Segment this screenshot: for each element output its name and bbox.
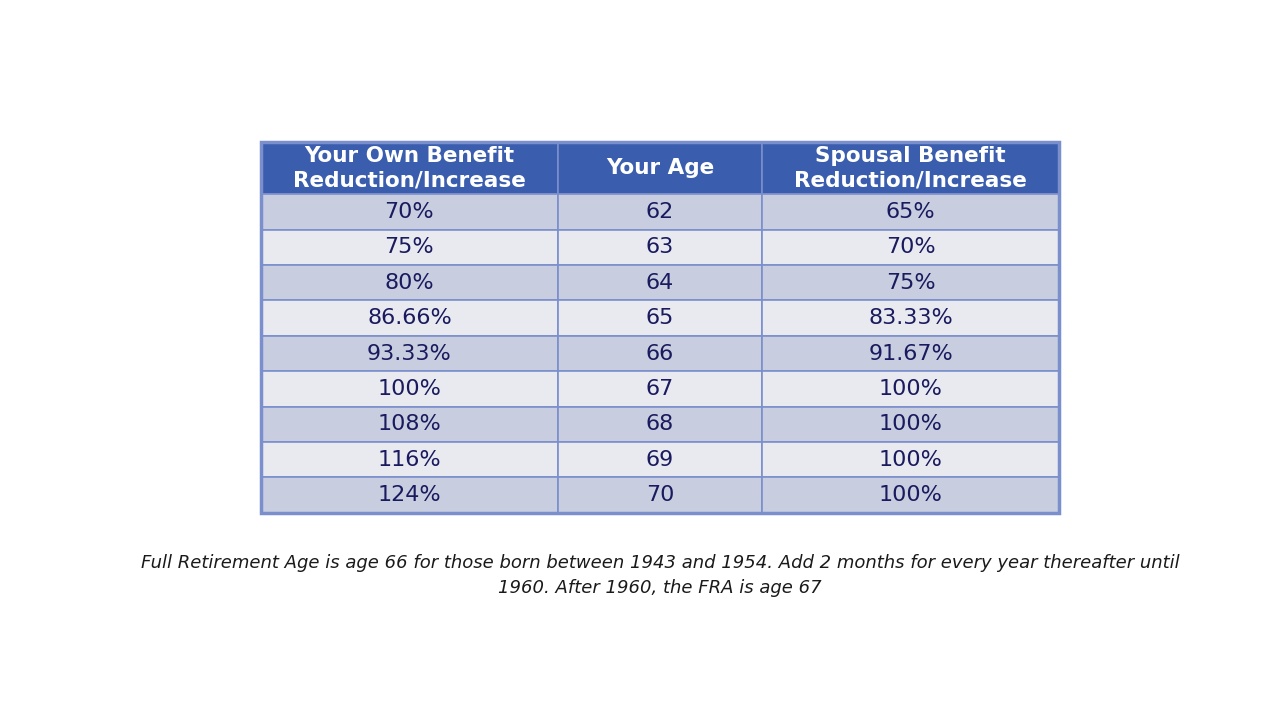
Text: Spousal Benefit
Reduction/Increase: Spousal Benefit Reduction/Increase <box>795 146 1028 190</box>
Text: 70: 70 <box>645 485 675 506</box>
Text: 68: 68 <box>647 414 674 434</box>
FancyBboxPatch shape <box>260 300 558 336</box>
Text: Your Age: Your Age <box>605 158 715 178</box>
FancyBboxPatch shape <box>762 371 1059 406</box>
FancyBboxPatch shape <box>260 142 558 194</box>
Text: 86.66%: 86.66% <box>367 308 452 328</box>
FancyBboxPatch shape <box>260 229 558 265</box>
Text: 116%: 116% <box>377 450 442 470</box>
FancyBboxPatch shape <box>558 229 762 265</box>
FancyBboxPatch shape <box>260 336 558 371</box>
FancyBboxPatch shape <box>558 442 762 477</box>
FancyBboxPatch shape <box>762 142 1059 194</box>
Text: 100%: 100% <box>878 450 943 470</box>
FancyBboxPatch shape <box>762 300 1059 336</box>
Text: 108%: 108% <box>377 414 442 434</box>
FancyBboxPatch shape <box>762 265 1059 300</box>
FancyBboxPatch shape <box>558 265 762 300</box>
FancyBboxPatch shape <box>762 442 1059 477</box>
Text: Full Retirement Age is age 66 for those born between 1943 and 1954. Add 2 months: Full Retirement Age is age 66 for those … <box>140 554 1180 597</box>
Text: 100%: 100% <box>878 379 943 399</box>
Text: 100%: 100% <box>878 414 943 434</box>
FancyBboxPatch shape <box>260 477 558 513</box>
FancyBboxPatch shape <box>762 229 1059 265</box>
FancyBboxPatch shape <box>558 194 762 229</box>
Text: 75%: 75% <box>886 273 935 292</box>
Text: 100%: 100% <box>377 379 442 399</box>
FancyBboxPatch shape <box>558 142 762 194</box>
Text: 91.67%: 91.67% <box>868 343 953 363</box>
FancyBboxPatch shape <box>558 406 762 442</box>
Text: 83.33%: 83.33% <box>868 308 953 328</box>
FancyBboxPatch shape <box>260 265 558 300</box>
FancyBboxPatch shape <box>762 336 1059 371</box>
FancyBboxPatch shape <box>260 371 558 406</box>
Text: 67: 67 <box>647 379 674 399</box>
FancyBboxPatch shape <box>558 336 762 371</box>
FancyBboxPatch shape <box>762 194 1059 229</box>
Text: 70%: 70% <box>385 202 434 222</box>
Text: 100%: 100% <box>878 485 943 506</box>
FancyBboxPatch shape <box>260 442 558 477</box>
Text: 65%: 65% <box>886 202 935 222</box>
Text: 62: 62 <box>647 202 674 222</box>
Text: 65: 65 <box>645 308 675 328</box>
FancyBboxPatch shape <box>762 406 1059 442</box>
Text: 75%: 75% <box>385 237 434 257</box>
FancyBboxPatch shape <box>558 477 762 513</box>
Text: Your Own Benefit
Reduction/Increase: Your Own Benefit Reduction/Increase <box>292 146 526 190</box>
FancyBboxPatch shape <box>558 371 762 406</box>
FancyBboxPatch shape <box>260 194 558 229</box>
Text: 63: 63 <box>647 237 674 257</box>
FancyBboxPatch shape <box>558 300 762 336</box>
Text: 80%: 80% <box>385 273 434 292</box>
Text: 124%: 124% <box>377 485 442 506</box>
FancyBboxPatch shape <box>260 406 558 442</box>
Text: 64: 64 <box>647 273 674 292</box>
Text: 93.33%: 93.33% <box>367 343 452 363</box>
FancyBboxPatch shape <box>762 477 1059 513</box>
Text: 66: 66 <box>647 343 674 363</box>
Text: 70%: 70% <box>886 237 935 257</box>
Text: 69: 69 <box>647 450 674 470</box>
